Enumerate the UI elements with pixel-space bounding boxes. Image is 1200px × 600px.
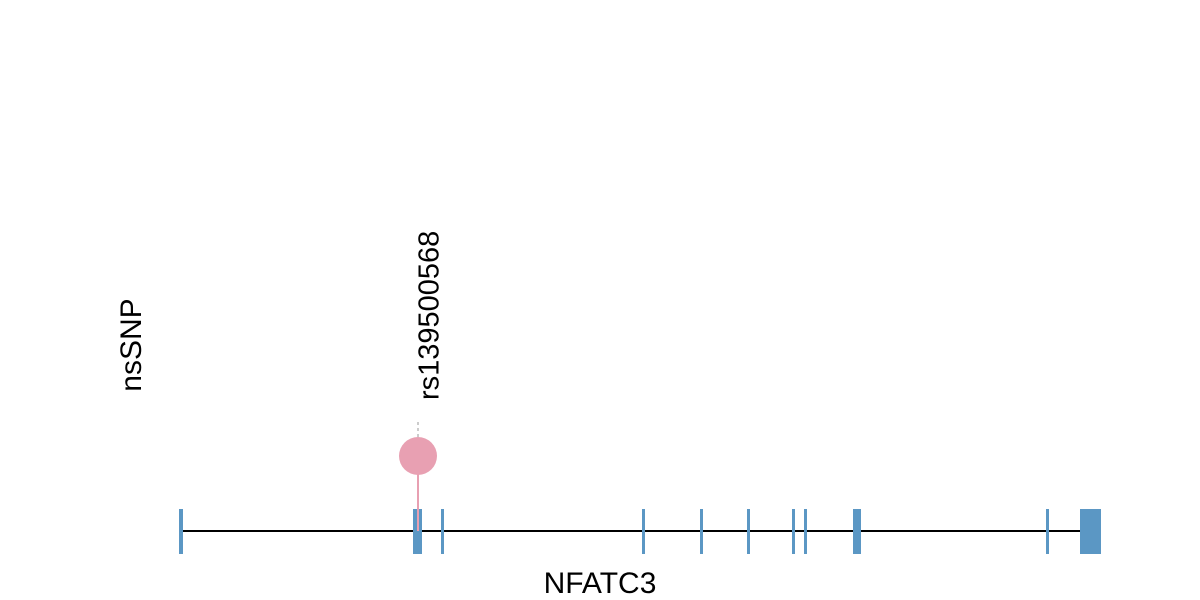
exon [179,509,183,554]
track-label: nsSNP [115,298,148,391]
exon [441,509,444,554]
exon [853,509,861,554]
exon [1080,509,1101,554]
lollipop-head [399,437,437,475]
exon [413,509,422,554]
exon [747,509,750,554]
gene-label: NFATC3 [544,567,657,600]
exon [804,509,807,554]
exon [642,509,645,554]
exon [700,509,703,554]
exon [792,509,795,554]
exon [1046,509,1049,554]
exons [179,509,1101,554]
variant-label: rs139500568 [414,231,446,400]
